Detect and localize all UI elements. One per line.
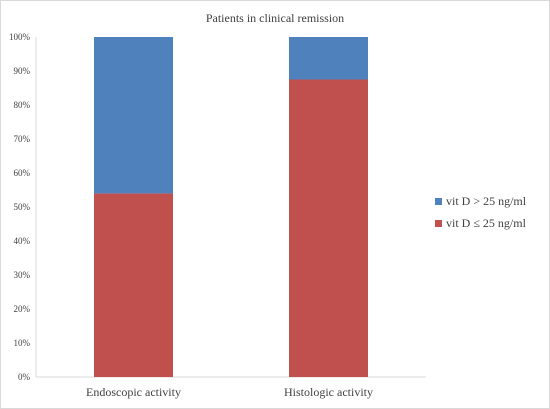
bars xyxy=(94,37,368,377)
legend: vit D > 25 ng/ml vit D ≤ 25 ng/ml xyxy=(435,194,527,230)
y-tick-label: 30% xyxy=(14,270,31,280)
y-tick-label: 0% xyxy=(18,372,31,382)
x-tick-label: Endoscopic activity xyxy=(86,385,181,399)
bar-segment-vitd-high-histologic xyxy=(289,37,368,80)
x-tick-label: Histologic activity xyxy=(284,385,373,399)
y-tick-label: 100% xyxy=(9,32,31,42)
x-axis-ticks: Endoscopic activity Histologic activity xyxy=(86,385,373,399)
y-tick-label: 40% xyxy=(14,236,31,246)
bar-segment-vitd-low-endoscopic xyxy=(94,193,173,377)
legend-swatch xyxy=(435,198,442,205)
y-axis-ticks: 0% 10% 20% 30% 40% 50% 60% 70% 80% 90% 100% xyxy=(9,32,31,382)
bar-segment-vitd-low-histologic xyxy=(289,79,368,377)
chart-title: Patients in clinical remission xyxy=(206,11,344,25)
y-tick-label: 90% xyxy=(14,66,31,76)
y-tick-label: 50% xyxy=(14,202,31,212)
y-tick-label: 80% xyxy=(14,100,31,110)
y-tick-label: 20% xyxy=(14,304,31,314)
y-tick-label: 70% xyxy=(14,134,31,144)
legend-label: vit D > 25 ng/ml xyxy=(446,194,527,208)
bar-segment-vitd-high-endoscopic xyxy=(94,37,173,194)
y-tick-label: 60% xyxy=(14,168,31,178)
legend-swatch xyxy=(435,220,442,227)
legend-label: vit D ≤ 25 ng/ml xyxy=(446,216,527,230)
y-tick-label: 10% xyxy=(14,338,31,348)
